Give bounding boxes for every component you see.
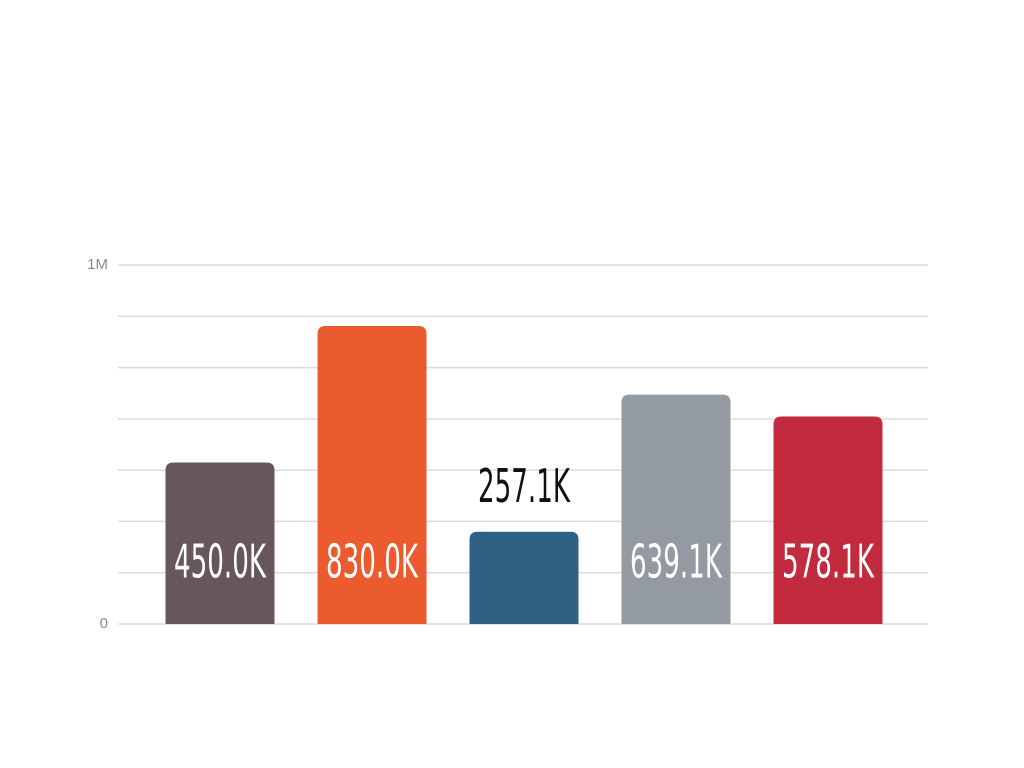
bar <box>621 394 731 624</box>
data-label: 257.1K <box>478 459 571 513</box>
data-label: 639.1K <box>630 535 723 589</box>
bar <box>317 326 427 624</box>
bar <box>165 462 275 624</box>
bar <box>773 416 883 624</box>
data-label: 578.1K <box>782 535 875 589</box>
data-label: 450.0K <box>174 535 267 589</box>
y-tick-label: 1M <box>87 256 108 273</box>
y-tick-label: 0 <box>100 615 108 632</box>
bar <box>469 531 579 624</box>
data-label: 830.0K <box>326 535 419 589</box>
